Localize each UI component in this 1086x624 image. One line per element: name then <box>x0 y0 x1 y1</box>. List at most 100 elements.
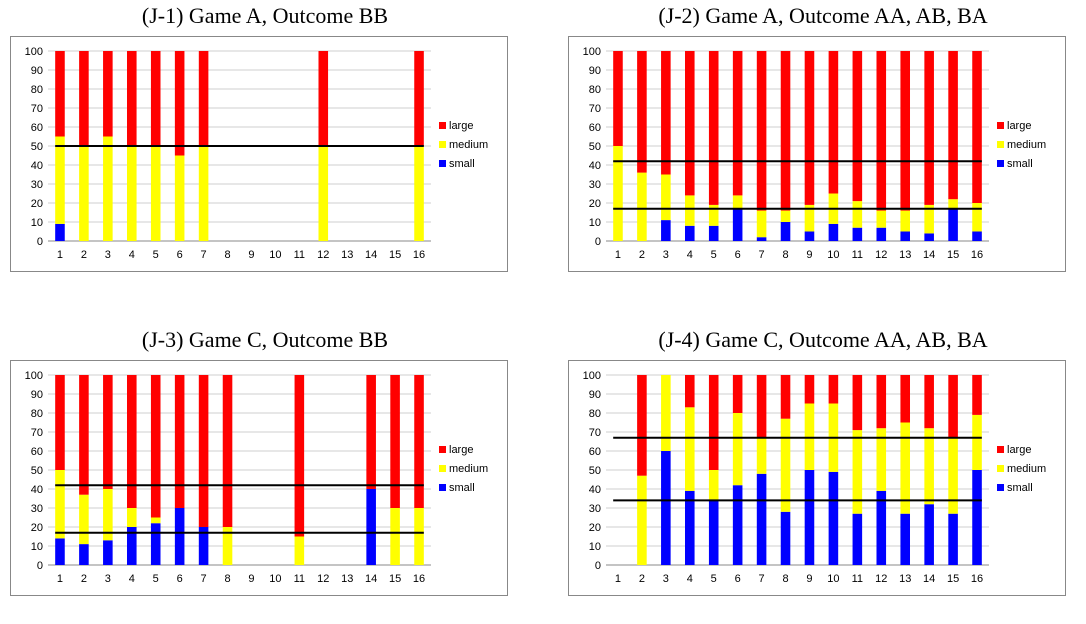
y-tick-label: 0 <box>595 236 601 248</box>
x-tick-label: 14 <box>923 249 935 261</box>
x-tick-label: 10 <box>827 249 839 261</box>
bar-medium <box>708 204 719 226</box>
x-tick-label: 1 <box>57 249 63 261</box>
chart-title: (J-2) Game A, Outcome AA, AB, BA <box>658 3 988 28</box>
bar-small <box>198 527 209 565</box>
y-tick-label: 90 <box>31 389 43 401</box>
y-tick-label: 10 <box>31 217 43 229</box>
bar-medium <box>222 527 233 565</box>
x-tick-label: 8 <box>224 573 230 585</box>
bar-medium <box>948 199 958 209</box>
chart-panel-j1: (J-1) Game A, Outcome BB 0 10 20 30 40 50 60 70… <box>5 0 525 300</box>
y-tick-label: 90 <box>589 389 601 401</box>
chart-title: (J-4) Game C, Outcome AA, AB, BA <box>658 327 988 352</box>
bar-large <box>150 375 161 518</box>
x-tick-label: 7 <box>759 249 765 261</box>
bar-medium <box>900 210 911 232</box>
y-tick-label: 10 <box>589 541 601 553</box>
bar-small <box>79 544 89 565</box>
bar-medium <box>55 136 65 224</box>
y-tick-label: 50 <box>31 465 43 477</box>
bar-medium <box>924 204 934 234</box>
bar-large <box>708 375 719 470</box>
legend-label-small: small <box>449 158 475 170</box>
bar-small <box>150 523 161 565</box>
x-tick-label: 10 <box>269 249 281 261</box>
y-tick-label: 30 <box>589 503 601 515</box>
y-tick-label: 90 <box>589 65 601 77</box>
x-tick-label: 8 <box>782 573 788 585</box>
bar-medium <box>780 210 791 222</box>
y-tick-label: 100 <box>25 370 43 382</box>
bar-large <box>900 51 911 211</box>
chart-title: (J-1) Game A, Outcome BB <box>141 3 389 28</box>
x-tick-label: 11 <box>852 573 863 585</box>
bar-large <box>414 375 424 508</box>
bar-large <box>780 375 791 419</box>
y-tick-label: 60 <box>589 122 601 134</box>
legend-swatch-large <box>439 446 446 453</box>
bar-large <box>150 51 161 146</box>
bar-medium <box>661 375 671 451</box>
bar-medium <box>150 146 161 241</box>
chart-panel-j2: (J-2) Game A, Outcome AA, AB, BA 0 10 20 30… <box>563 0 1083 300</box>
legend-swatch-small <box>997 160 1004 167</box>
x-tick-label: 4 <box>687 249 693 261</box>
bar-large <box>661 51 671 175</box>
x-tick-label: 6 <box>177 573 183 585</box>
bar-large <box>613 51 623 146</box>
y-tick-label: 100 <box>25 46 43 58</box>
legend-label-large: large <box>449 120 473 132</box>
bar-medium <box>852 201 863 228</box>
x-tick-label: 3 <box>663 573 669 585</box>
y-tick-label: 20 <box>589 522 601 534</box>
bar-medium <box>732 413 743 486</box>
x-tick-label: 8 <box>224 249 230 261</box>
y-tick-label: 20 <box>31 522 43 534</box>
chart-panel-j4: (J-4) Game C, Outcome AA, AB, BA 0 10 20 30… <box>563 324 1083 624</box>
y-tick-label: 40 <box>31 160 43 172</box>
x-tick-label: 11 <box>294 573 305 585</box>
y-tick-label: 100 <box>583 370 601 382</box>
x-tick-label: 12 <box>317 573 329 585</box>
bar-large <box>318 51 329 146</box>
x-tick-label: 13 <box>341 573 353 585</box>
bar-medium <box>661 174 671 221</box>
bar-large <box>126 51 137 146</box>
y-tick-label: 30 <box>589 179 601 191</box>
bar-small <box>876 490 887 565</box>
x-tick-label: 15 <box>947 249 959 261</box>
legend-label-medium: medium <box>449 139 488 151</box>
x-tick-label: 16 <box>971 573 983 585</box>
x-tick-label: 2 <box>639 249 645 261</box>
chart-frame: 0 10 20 30 40 50 60 70 80 90 100 1 2 3 4 5 6 7 8 9 10 11 12 13 1… <box>568 36 1066 272</box>
bar-large <box>732 375 743 413</box>
chart-frame: 0 10 20 30 40 50 60 70 80 90 100 1 2 3 4 5 6 7 8 9 10 11 12 13 1… <box>568 360 1066 596</box>
legend-label-large: large <box>449 444 473 456</box>
bar-large <box>390 375 400 508</box>
x-tick-label: 10 <box>827 573 839 585</box>
x-tick-label: 3 <box>105 573 111 585</box>
bar-medium <box>150 517 161 524</box>
x-tick-label: 7 <box>201 249 207 261</box>
legend-swatch-large <box>439 122 446 129</box>
chart-title: (J-3) Game C, Outcome BB <box>141 327 389 352</box>
bar-medium <box>637 172 647 241</box>
bar-large <box>828 375 839 404</box>
bar-small <box>126 527 137 565</box>
x-tick-label: 11 <box>294 249 305 261</box>
x-tick-label: 12 <box>875 573 887 585</box>
x-tick-label: 12 <box>875 249 887 261</box>
x-tick-label: 1 <box>615 249 621 261</box>
bar-medium <box>126 508 137 527</box>
bar-large <box>684 51 695 196</box>
x-tick-label: 5 <box>711 573 717 585</box>
x-tick-label: 2 <box>81 249 87 261</box>
bar-large <box>79 51 89 146</box>
bar-small <box>972 470 982 565</box>
y-tick-label: 70 <box>31 103 43 115</box>
bar-medium <box>318 146 329 241</box>
bar-small <box>924 233 934 241</box>
legend-label-small: small <box>1007 158 1033 170</box>
